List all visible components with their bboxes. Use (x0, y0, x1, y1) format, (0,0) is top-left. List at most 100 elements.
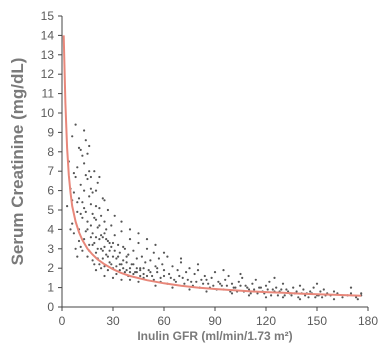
data-point (81, 154, 84, 157)
data-point (283, 294, 286, 297)
data-point (249, 292, 252, 295)
data-point (79, 148, 82, 151)
data-point (145, 247, 149, 250)
data-point (202, 282, 205, 285)
data-point (162, 251, 166, 254)
data-point (88, 243, 91, 246)
data-point (89, 236, 92, 239)
data-point (200, 278, 203, 281)
data-point (74, 123, 77, 126)
data-point (101, 257, 104, 260)
data-point (110, 245, 113, 248)
data-point (103, 232, 106, 235)
data-point (349, 286, 353, 289)
data-point (94, 236, 98, 239)
data-point (135, 257, 138, 260)
data-point (312, 286, 315, 289)
data-point (268, 280, 271, 283)
data-point (86, 152, 89, 155)
data-point (247, 294, 251, 297)
data-point (251, 282, 254, 285)
data-point (106, 208, 109, 212)
data-point (79, 245, 82, 248)
data-point (132, 263, 135, 266)
trend-curve (62, 35, 362, 297)
data-point (266, 288, 269, 291)
data-point (128, 228, 132, 231)
data-point (142, 272, 145, 276)
data-point (86, 228, 89, 231)
data-point (154, 243, 157, 246)
data-point (83, 129, 86, 132)
data-point (100, 234, 103, 237)
data-point (298, 298, 302, 301)
data-point (98, 175, 101, 179)
data-point (360, 292, 363, 295)
data-point (120, 220, 123, 223)
y-tick-label: 0 (47, 300, 54, 314)
data-point (183, 282, 186, 285)
data-point (227, 274, 230, 278)
data-point (142, 267, 145, 270)
data-point (113, 234, 116, 237)
data-point (321, 296, 324, 299)
data-point (86, 177, 89, 181)
data-point (108, 261, 111, 264)
data-point (186, 278, 189, 281)
data-point (128, 238, 132, 241)
data-point (94, 205, 98, 208)
data-point (83, 238, 86, 241)
data-point (128, 271, 132, 274)
data-point (103, 245, 106, 248)
data-point (203, 274, 206, 278)
y-tick-label: 13 (41, 48, 55, 62)
data-point (176, 269, 179, 272)
data-point (173, 278, 176, 281)
data-point (91, 243, 94, 246)
data-point (77, 146, 81, 149)
data-point (98, 263, 101, 266)
data-point (356, 298, 359, 301)
data-point (297, 296, 300, 299)
data-point (123, 247, 126, 250)
data-point (145, 238, 149, 241)
data-point (71, 222, 74, 225)
data-point (151, 274, 154, 278)
data-point (93, 241, 96, 245)
data-point (122, 267, 125, 270)
data-point (86, 220, 89, 223)
data-point (110, 224, 113, 227)
data-point (217, 280, 220, 283)
x-tick-label: 150 (307, 314, 327, 328)
data-point (193, 272, 196, 276)
data-point (105, 253, 108, 256)
data-point (98, 224, 101, 227)
scatter-points (66, 123, 363, 301)
data-point (139, 269, 142, 272)
data-point (94, 269, 98, 272)
data-point (111, 241, 115, 245)
data-point (110, 263, 113, 266)
data-point (145, 274, 149, 278)
y-tick-label: 10 (41, 106, 55, 120)
data-point (230, 282, 234, 285)
data-point (96, 226, 99, 229)
data-point (162, 274, 166, 278)
data-point (105, 238, 108, 241)
data-point (253, 288, 256, 291)
data-point (205, 290, 208, 293)
data-point (89, 224, 92, 227)
data-point (152, 251, 155, 254)
data-point (125, 261, 128, 264)
data-point (237, 280, 240, 283)
data-point (190, 280, 193, 283)
data-point (88, 144, 91, 148)
data-point (103, 220, 106, 223)
data-point (241, 276, 244, 279)
data-point (137, 232, 140, 235)
data-point (77, 239, 81, 243)
data-point (181, 276, 184, 279)
data-point (83, 189, 86, 192)
